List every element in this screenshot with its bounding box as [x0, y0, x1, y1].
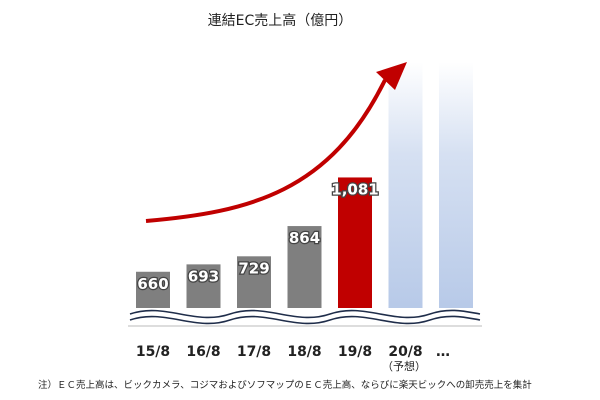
x-tick-label-15-8: 15/8 [136, 344, 170, 360]
continuation-ellipsis: … [436, 344, 450, 360]
data-label-15-8: 660 [137, 275, 168, 293]
x-tick-label-20-8: 20/8 [388, 344, 422, 360]
growth-arrow-shaft [145, 79, 387, 223]
data-label-18-8: 864 [289, 229, 320, 247]
chart-title: 連結EC売上高（億円） [208, 12, 353, 29]
bar-projection-beyond [439, 62, 473, 326]
x-tick-label-19-8: 19/8 [338, 344, 372, 360]
x-tick-label-16-8: 16/8 [186, 344, 220, 360]
x-tick-label-18-8: 18/8 [287, 344, 321, 360]
forecast-sublabel: （予想） [382, 359, 426, 373]
bar-projection-20-8 [388, 62, 423, 326]
data-label-16-8: 693 [188, 267, 219, 285]
data-label-19-8: 1,081 [331, 180, 378, 198]
bar-19-8 [338, 177, 372, 326]
axis-break-wave-bottom [129, 315, 481, 325]
data-label-17-8: 729 [238, 259, 269, 277]
axis-break [128, 308, 481, 328]
axis-break-wave-top [129, 309, 481, 319]
footnote: 注）ＥＣ売上高は、ビックカメラ、コジマおよびソフマップのＥＣ売上高、ならびに楽天… [38, 379, 532, 391]
growth-arrow-head [376, 62, 407, 90]
tick-labels-group: 15/8 16/8 17/8 18/8 19/8 20/8 [136, 344, 423, 360]
bars-group: 660 693 729 864 1,081 [136, 62, 473, 326]
x-tick-label-17-8: 17/8 [237, 344, 271, 360]
